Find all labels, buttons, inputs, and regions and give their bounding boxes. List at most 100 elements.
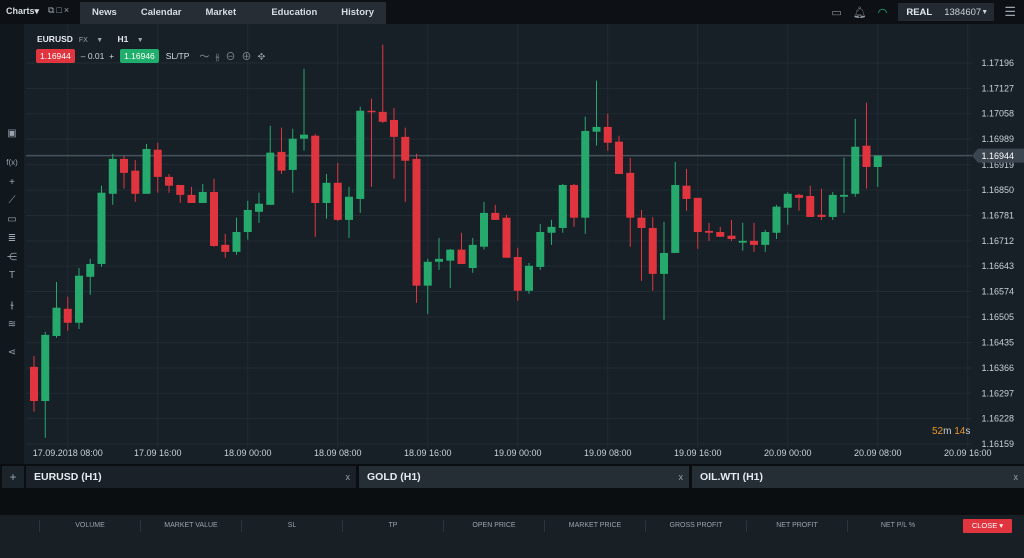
candle-body [288,138,297,170]
price-tick-label: 1.16159 [981,439,1014,449]
candle-body [558,184,567,228]
price-tick-label: 1.16712 [981,236,1014,246]
zoom-out-icon[interactable]: ⊖ [225,52,242,63]
nav-history[interactable]: History [341,7,374,18]
add-chart-button[interactable]: + [2,466,24,488]
candle-body [873,155,882,167]
fibonacci-icon[interactable]: ≣ [7,233,17,244]
candle-body [817,214,826,217]
time-tick-label: 20.09 00:00 [764,448,812,458]
market-label: FX [78,37,88,44]
candle-body [615,141,623,174]
layers-icon[interactable]: ≋ [7,319,17,330]
candle-body [378,111,387,122]
candle-body [131,170,140,194]
nav-news[interactable]: News [92,7,117,18]
line-tool-icon[interactable]: ⟋ [8,195,16,206]
bell-icon[interactable]: 🔔︎ [852,6,867,19]
candle-countdown: 52m 14s [932,426,971,437]
nav-tabs: News Calendar Market analysis Education … [80,2,386,40]
candle-body [840,194,848,197]
move-icon[interactable]: ✥ [257,52,272,63]
caret-down-icon: ▾ [34,6,40,16]
candles-type-icon[interactable]: ⫳ [215,52,226,63]
timeframe-selector[interactable]: H1 [117,34,129,44]
col-market-price[interactable]: MARKET PRICE [544,520,645,532]
col-net-pl[interactable]: NET P/L % [847,520,948,532]
charts-menu[interactable]: Charts▾ [6,6,39,17]
nav-market-analysis[interactable]: Market analysis [205,7,243,40]
hamburger-menu-icon[interactable]: ☰ [1004,4,1016,19]
nav-education[interactable]: Education [271,7,318,18]
time-tick-label: 19.09 16:00 [674,448,722,458]
price-tick-label: 1.16366 [981,363,1014,373]
share-icon[interactable]: ⋖ [7,347,17,358]
candle-body [693,197,702,233]
buy-button[interactable]: 1.16946 [120,48,159,63]
candle-body [176,184,185,195]
line-chart-icon[interactable]: 〜 [199,52,216,63]
time-tick-label: 18.09 00:00 [224,448,272,458]
caret-down-icon: ▼ [136,37,144,44]
price-tick-label: 1.17127 [981,83,1014,93]
candle-body [322,182,331,203]
candle-body [277,151,286,171]
time-tick-label: 18.09 16:00 [404,448,452,458]
account-selector[interactable]: REAL 1384607 ▼ [898,3,995,21]
candles-icon[interactable]: ⫳ [9,300,15,311]
candle-body [75,275,83,323]
candle-body [648,227,657,274]
close-all-button[interactable]: CLOSE ▾ [963,519,1012,533]
candle-body [603,126,612,143]
candle-body [783,193,792,208]
time-tick-label: 20.09 16:00 [944,448,992,458]
candle-body [41,334,50,402]
quote-panel: 1.16944 – 0.01 + 1.16946 SL/TP 〜⫳⊖⊕✥ [36,48,271,63]
col-sl[interactable]: SL [241,520,342,532]
candle-body [412,158,421,286]
candle-body [345,196,353,220]
fan-icon[interactable]: ⋲ [7,252,17,263]
col-tp[interactable]: TP [342,520,443,532]
chart-tab-oil[interactable]: OIL.WTI (H1) x [692,466,1024,488]
account-type: REAL [906,6,933,18]
candle-body [255,203,263,212]
volume-stepper[interactable]: – 0.01 + [80,50,115,61]
candle-body [480,212,488,247]
candlestick-chart[interactable]: 1.17196 1.17127 1.17058 1.16989 1.16919 1.168… [0,24,1024,464]
nav-calendar[interactable]: Calendar [140,7,182,18]
layout-icon[interactable]: ▭ [831,6,842,19]
crosshair-icon[interactable]: + [9,177,15,188]
close-tab-icon[interactable]: x [1013,472,1019,482]
text-icon[interactable]: T [8,270,16,281]
candle-body [806,196,815,217]
close-tab-icon[interactable]: x [678,472,684,482]
col-gross-profit[interactable]: GROSS PROFIT [645,520,746,532]
candle-body [862,145,871,167]
popout-icon[interactable]: ⧉ [48,5,57,15]
close-tab-icon[interactable]: x [345,472,351,482]
close-icon[interactable]: × [63,5,72,15]
col-open-price[interactable]: OPEN PRICE [443,520,544,532]
maximize-icon[interactable]: □ [56,5,64,15]
price-tick-label: 1.16297 [981,388,1014,398]
chart-tab-gold[interactable]: GOLD (H1) x [359,466,689,488]
sell-button[interactable]: 1.16944 [36,48,75,63]
candle-body [423,261,432,286]
col-market-value[interactable]: MARKET VALUE [140,520,241,532]
indicator-icon[interactable]: f(x) [6,158,18,167]
chart-type-icon[interactable]: ▣ [7,128,17,139]
sltp-button[interactable]: SL/TP [165,50,190,61]
col-net-profit[interactable]: NET PROFIT [746,520,847,532]
price-tick-label: 1.16643 [981,261,1014,271]
col-volume[interactable]: VOLUME [39,520,140,532]
candle-body [581,130,590,218]
candle-body [356,110,365,199]
zoom-in-icon[interactable]: ⊕ [241,52,258,63]
symbol-selector[interactable]: EURUSD FX ▼ H1 ▼ [37,34,144,44]
chart-area[interactable]: 1.17196 1.17127 1.17058 1.16989 1.16919 1.168… [0,24,1024,464]
positions-table-header: VOLUME MARKET VALUE SL TP OPEN PRICE MAR… [0,515,1024,558]
candle-body [536,232,545,267]
rectangle-icon[interactable]: ▭ [7,214,17,225]
chart-tab-eurusd[interactable]: EURUSD (H1) x [26,466,356,488]
